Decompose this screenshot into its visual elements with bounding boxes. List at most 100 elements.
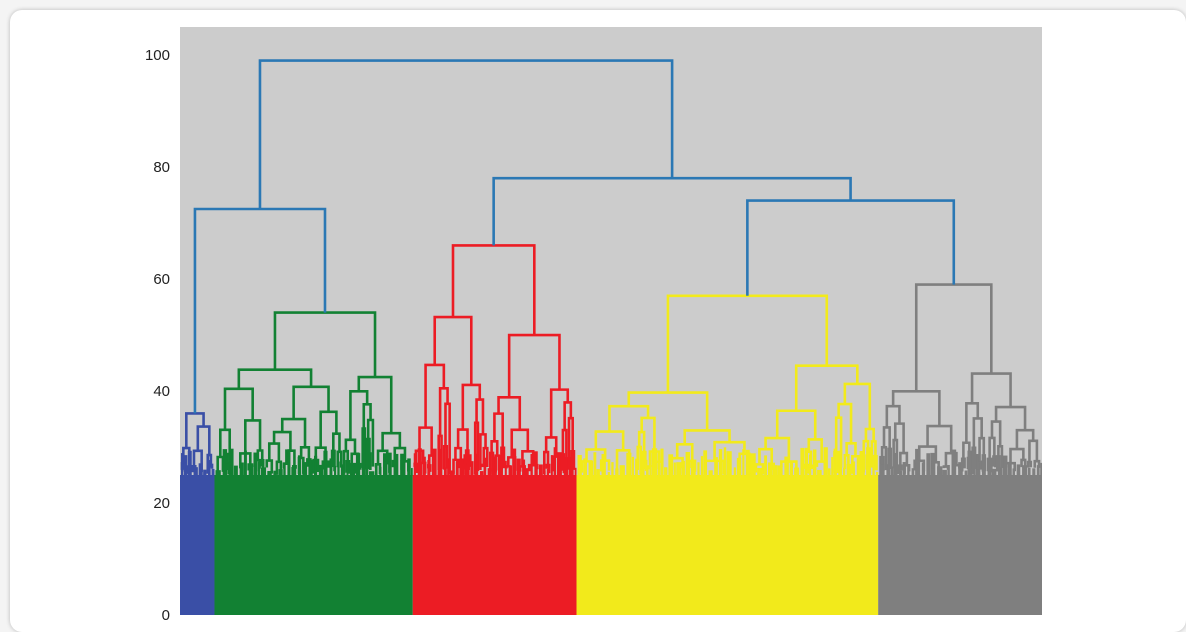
cluster-3-leaf-link [657,455,661,476]
cluster-3-leaf-link [852,461,856,476]
cluster-4-leaf-link [1022,465,1028,476]
cluster-2-leaf-link [525,468,529,476]
cluster-2-link [424,363,446,428]
cluster-3-link [670,456,684,471]
cluster-3-leaf-link [596,469,600,476]
cluster-2-link [479,433,487,470]
cluster-3-leaf-link [631,456,635,476]
cluster-1-link [291,464,297,475]
cluster-2-leaf-link [479,471,484,476]
cluster-2-leaf-link [487,468,492,476]
cluster-1-leaf-link [318,464,324,476]
cluster-2-leaf-link [508,465,513,476]
cluster-2-link [433,315,473,385]
cluster-3-link [640,416,656,452]
cluster-3-link [713,440,746,461]
cluster-3-leaf-link [714,457,718,476]
cluster-2-link [482,446,489,467]
cluster-1-link [400,460,410,472]
y-tick-label: 0 [162,607,170,624]
cluster-4-link [882,426,891,449]
cluster-4-leaf-link [981,469,986,476]
cluster-1-link [306,458,312,472]
cluster-2-leaf-link [538,464,543,476]
cluster-2-link [493,412,504,448]
y-tick-label: 20 [153,495,170,512]
cluster-3-leaf-link [745,449,750,476]
cluster-2-link [490,439,499,456]
cluster-4-leaf-link [1027,467,1031,476]
cluster-3-leaf-link [736,457,742,476]
cluster-2-link [437,434,443,471]
cluster-3-link [768,462,776,473]
cluster-0-leaves [180,475,215,615]
cluster-1-leaf-link [410,468,413,476]
cluster-3-leaf-link [583,458,588,476]
cluster-3-leaf-link [685,451,690,476]
cluster-2-leaf-link [550,455,553,476]
cluster-1-leaf-link [314,455,318,476]
cluster-4-link [994,405,1027,431]
cluster-3-leaf-link [757,467,763,476]
cluster-3-link [780,460,798,475]
cluster-1-leaf-link [283,462,286,476]
cluster-3-leaf-link [777,465,783,476]
cluster-1-link [381,431,402,451]
cluster-1-link [259,459,265,473]
cluster-4-leaf-link [1007,464,1012,476]
cluster-1-leaf-link [243,450,247,476]
cluster-3-link [738,452,751,475]
cluster-4-leaf-link [890,466,894,476]
cluster-4-link [885,404,901,428]
cluster-3-leaf-link [872,466,875,476]
cluster-4-leaf-link [915,448,921,476]
cluster-4-link [887,447,893,470]
cluster-4-leaf-link [987,458,992,476]
cluster-1-link [376,449,389,465]
cluster-3-leaf-link [784,456,789,476]
cluster-4-link [1004,461,1016,472]
cluster-4-link [952,463,961,474]
cluster-3-leaf-link [690,459,696,476]
cluster-3-leaves [576,475,879,615]
cluster-2-link [462,463,467,475]
cluster-3-leaf-link [827,468,831,476]
cluster-1-link [336,450,343,468]
cluster-1-link [357,375,393,434]
cluster-0-leaf-link [203,469,207,476]
cluster-0-leaf-link [207,460,211,476]
cluster-2-link [552,455,561,472]
cluster-1-link [367,452,372,471]
cluster-2-leaf-link [443,467,447,476]
cluster-3-leaf-link [681,460,685,476]
cluster-3-leaf-link [615,468,619,476]
cluster-4-link [944,451,958,467]
cluster-4-link [962,441,971,459]
cluster-3-link [585,448,607,462]
cluster-2-link [570,450,576,472]
cluster-1-leaf-link [302,462,308,476]
cluster-3-link [615,449,631,472]
cluster-1-leaf-link [248,464,254,476]
cluster-0-link [206,453,213,474]
cluster-4-link [981,454,987,472]
cluster-3-link [599,459,611,472]
cluster-4-leaf-link [1032,468,1036,476]
cluster-3-leaf-link [842,467,846,476]
cluster-4-link [880,446,888,471]
cluster-1-leaf-link [273,470,277,476]
cluster-3-leaf-link [750,453,756,476]
cluster-2-link [507,456,517,471]
cluster-1-leaf-link [239,462,244,476]
cluster-3-leaf-link [651,448,658,476]
cluster-3-leaf-link [593,452,597,476]
cluster-4-leaf-link [947,464,950,476]
cluster-3-link [641,450,647,473]
cluster-3-link [815,460,828,474]
cluster-2-leaf-link [574,467,577,476]
cluster-4-leaf-link [1036,465,1040,476]
cluster-3-leaf-link [611,462,614,476]
cluster-2-link [507,333,561,398]
cluster-4-link [990,420,1002,447]
merge-link [258,59,674,209]
